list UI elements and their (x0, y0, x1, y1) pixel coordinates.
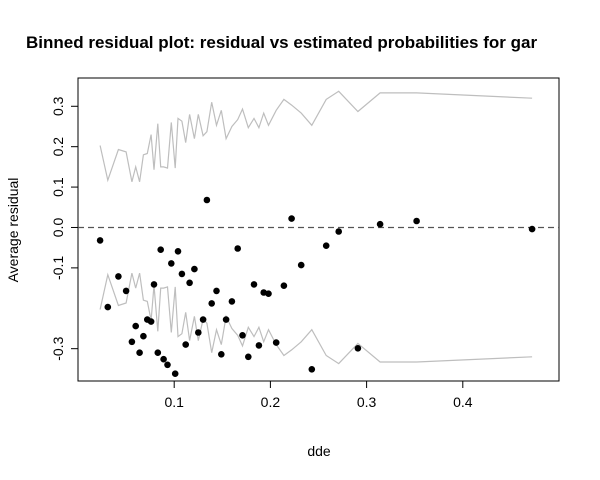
x-tick-label: 0.2 (261, 394, 281, 410)
data-point-18 (174, 248, 182, 255)
data-point-27 (213, 287, 220, 295)
data-point-11 (150, 281, 158, 288)
data-point-3 (115, 273, 122, 280)
data-point-5 (128, 338, 136, 346)
data-point-4 (122, 287, 130, 295)
y-tick-label: -0.3 (50, 336, 66, 360)
x-axis: 0.1 0.2 0.3 0.4 (164, 381, 473, 410)
data-point-6 (132, 322, 139, 330)
data-point-48 (528, 225, 536, 233)
confidence-band (99, 90, 533, 365)
data-point-33 (245, 353, 252, 361)
y-axis: -0.3 -0.1 0.0 0.1 0.2 0.3 (50, 96, 78, 361)
y-tick-label: 0.0 (50, 218, 66, 238)
x-tick-label: 0.3 (357, 394, 377, 410)
data-point-35 (255, 342, 263, 349)
data-point-2 (104, 303, 112, 311)
y-tick-label: -0.1 (50, 256, 66, 280)
data-point-14 (160, 355, 167, 363)
data-point-37 (265, 290, 272, 298)
data-point-47 (413, 217, 420, 225)
y-tick-label: 0.3 (50, 96, 66, 116)
data-point-38 (272, 339, 280, 346)
data-point-43 (322, 242, 330, 249)
data-point-12 (154, 349, 162, 357)
band-lower-line (99, 272, 533, 365)
data-point-15 (164, 361, 171, 369)
data-point-20 (182, 341, 189, 348)
x-axis-label: dde (307, 443, 331, 459)
data-point-42 (308, 366, 316, 373)
data-point-39 (280, 282, 288, 290)
data-point-7 (136, 349, 143, 357)
data-point-29 (222, 316, 230, 323)
data-point-24 (199, 316, 207, 323)
data-point-13 (157, 246, 164, 253)
y-tick-label: 0.1 (50, 177, 66, 197)
plot-frame (77, 77, 560, 382)
chart-title: Binned residual plot: residual vs estima… (26, 33, 537, 52)
data-point-10 (147, 318, 155, 325)
data-point-41 (297, 261, 305, 269)
band-upper-line (99, 90, 533, 183)
data-point-45 (354, 345, 362, 352)
data-point-25 (203, 196, 211, 204)
data-point-17 (171, 370, 179, 378)
data-point-44 (335, 228, 343, 235)
y-tick-label: 0.2 (50, 137, 66, 157)
data-point-8 (140, 332, 147, 340)
data-point-46 (376, 220, 384, 228)
data-point-23 (195, 329, 202, 336)
data-point-26 (208, 300, 215, 307)
data-point-1 (96, 237, 104, 244)
x-tick-label: 0.1 (164, 394, 184, 410)
data-point-32 (239, 332, 246, 339)
data-point-19 (178, 270, 186, 278)
data-point-34 (250, 281, 258, 288)
data-point-16 (168, 260, 175, 267)
data-point-22 (191, 265, 198, 273)
x-tick-label: 0.4 (453, 394, 473, 410)
data-point-31 (234, 245, 241, 252)
data-point-30 (228, 298, 236, 305)
data-point-21 (186, 279, 193, 287)
data-point-28 (218, 351, 225, 358)
residual-points (96, 196, 536, 378)
data-point-40 (288, 215, 295, 222)
y-axis-label: Average residual (5, 178, 21, 283)
